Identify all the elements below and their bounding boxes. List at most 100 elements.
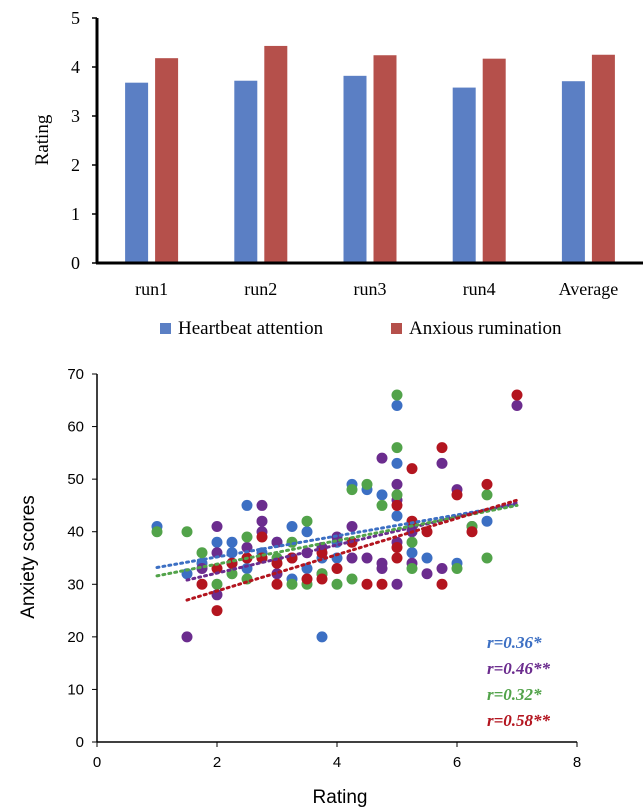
scatter-point	[211, 605, 223, 617]
scatter-point	[346, 484, 358, 496]
bar-y-tick-label: 5	[71, 8, 80, 28]
scatter-point	[211, 520, 223, 532]
scatter-chart: Anxiety scores Rating 0 10 20 30 40 50 60 70 0 2…	[18, 366, 581, 807]
bar-heartbeat-run2	[234, 80, 258, 263]
scatter-point	[406, 536, 418, 548]
scatter-point	[421, 552, 433, 564]
scatter-point	[436, 563, 448, 575]
bar-legend: Heartbeat attention Anxious rumination	[160, 318, 562, 339]
legend-swatch-anxious	[391, 323, 402, 334]
correlation-label: r=0.58**	[487, 711, 551, 730]
scatter-point	[256, 515, 268, 527]
scatter-point	[391, 400, 403, 412]
scatter-point	[421, 568, 433, 580]
scatter-x-tick-label: 4	[333, 754, 341, 771]
bar-heartbeat-run3	[343, 75, 367, 263]
bar-x-labels: run1 run2 run3 run4 Average	[135, 279, 618, 299]
scatter-point	[271, 578, 283, 590]
scatter-y-tick-label: 70	[67, 366, 84, 383]
scatter-point	[211, 547, 223, 559]
scatter-point	[406, 563, 418, 575]
bar-x-label: run4	[463, 279, 496, 299]
scatter-x-tick-label: 8	[573, 754, 581, 771]
scatter-point	[286, 578, 298, 590]
scatter-y-tick-label: 10	[67, 681, 84, 698]
bar-y-tick-label: 3	[71, 106, 80, 126]
scatter-point	[391, 578, 403, 590]
scatter-point	[466, 526, 478, 538]
scatter-point	[406, 463, 418, 475]
scatter-point	[391, 389, 403, 401]
bar-chart: Rating 0 1 2 3 4 5 run1 run2 run3 run4 Average He…	[32, 8, 643, 339]
scatter-point	[181, 631, 193, 643]
scatter-point	[316, 631, 328, 643]
scatter-point	[391, 552, 403, 564]
scatter-point	[316, 547, 328, 559]
scatter-point	[376, 499, 388, 511]
correlation-label: r=0.32*	[487, 685, 542, 704]
scatter-trendlines	[155, 498, 519, 602]
scatter-points	[151, 389, 523, 643]
bar-x-label: run3	[354, 279, 387, 299]
scatter-y-tick-label: 60	[67, 419, 84, 436]
scatter-point	[331, 578, 343, 590]
bar-x-label: run2	[244, 279, 277, 299]
scatter-point	[196, 547, 208, 559]
scatter-x-ticks: 0 2 4 6 8	[93, 742, 581, 771]
scatter-point	[481, 552, 493, 564]
scatter-point	[481, 489, 493, 501]
scatter-point	[271, 536, 283, 548]
scatter-y-tick-label: 50	[67, 471, 84, 488]
scatter-point	[211, 536, 223, 548]
scatter-point	[406, 515, 418, 527]
bar-x-label: Average	[559, 279, 619, 299]
scatter-point	[406, 547, 418, 559]
scatter-point	[301, 573, 313, 585]
trendline	[155, 502, 519, 569]
correlation-label: r=0.36*	[487, 633, 542, 652]
scatter-point	[211, 563, 223, 575]
legend-label-anxious: Anxious rumination	[409, 318, 562, 339]
bar-y-tick-label: 1	[71, 204, 80, 224]
scatter-point	[346, 520, 358, 532]
scatter-point	[481, 478, 493, 490]
scatter-point	[361, 578, 373, 590]
bar-anxious-run3	[373, 55, 397, 263]
scatter-point	[511, 400, 523, 412]
legend-swatch-heartbeat	[160, 323, 171, 334]
scatter-point	[376, 452, 388, 464]
scatter-point	[286, 520, 298, 532]
bar-y-tick-label: 2	[71, 155, 80, 175]
scatter-point	[196, 578, 208, 590]
trendline	[185, 498, 519, 602]
bar-y-tick-label: 0	[71, 253, 80, 273]
scatter-point	[331, 563, 343, 575]
scatter-point	[226, 536, 238, 548]
scatter-point	[301, 526, 313, 538]
scatter-y-tick-label: 0	[76, 734, 84, 751]
bar-heartbeat-average	[561, 81, 585, 264]
bar-anxious-run4	[482, 58, 506, 263]
bar-y-axis-title: Rating	[32, 114, 53, 165]
scatter-point	[481, 515, 493, 527]
bar-x-label: run1	[135, 279, 168, 299]
scatter-point	[451, 563, 463, 575]
bar-anxious-run2	[264, 45, 288, 264]
scatter-y-ticks: 0 10 20 30 40 50 60 70	[67, 366, 97, 751]
correlation-label: r=0.46**	[487, 659, 551, 678]
scatter-point	[451, 489, 463, 501]
scatter-point	[361, 478, 373, 490]
scatter-y-axis-title: Anxiety scores	[18, 495, 39, 619]
bar-anxious-run1	[155, 58, 179, 264]
scatter-point	[391, 442, 403, 454]
scatter-point	[211, 578, 223, 590]
correlation-labels: r=0.36* r=0.46** r=0.32* r=0.58**	[487, 633, 551, 730]
bar-anxious-average	[591, 54, 615, 263]
scatter-point	[391, 499, 403, 511]
scatter-point	[256, 499, 268, 511]
scatter-point	[511, 389, 523, 401]
scatter-point	[391, 541, 403, 553]
scatter-y-tick-label: 20	[67, 629, 84, 646]
scatter-point	[436, 442, 448, 454]
scatter-point	[376, 578, 388, 590]
